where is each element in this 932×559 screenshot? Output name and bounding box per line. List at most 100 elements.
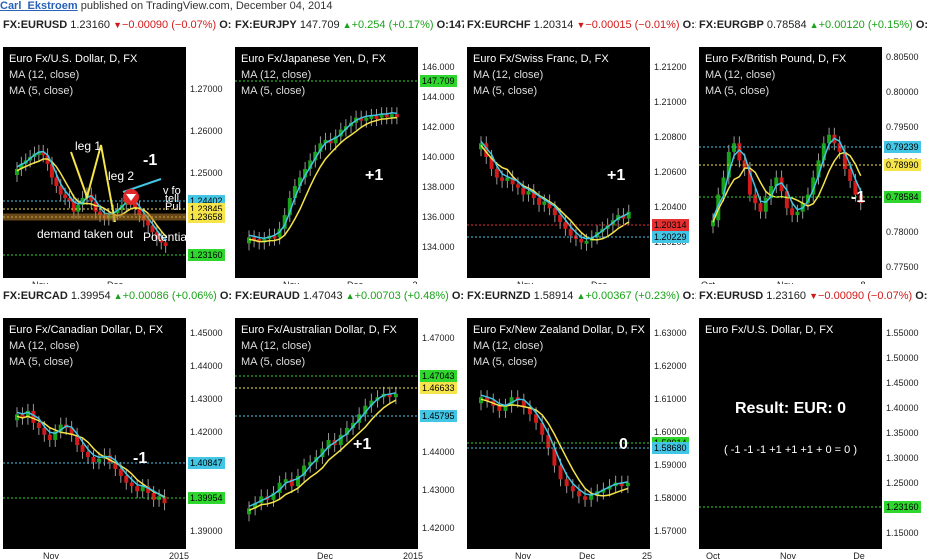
- annotation-clip2: tell: [165, 193, 180, 205]
- candle-body: [287, 198, 292, 216]
- chart-canvas[interactable]: Euro Fx/Swiss Franc, D, FX MA (12, close)…: [467, 47, 650, 278]
- score-label: +1: [365, 167, 384, 184]
- candle-body: [546, 434, 551, 449]
- ma-5-line: [248, 112, 397, 239]
- price-axis[interactable]: 1.470001.460001.450001.440001.430001.420…: [418, 318, 464, 549]
- price-axis[interactable]: 1.270001.260001.250001.240001.230001.244…: [186, 47, 232, 278]
- chart-canvas[interactable]: Euro Fx/Japanese Yen, D, FX MA (12, close…: [235, 47, 418, 278]
- candle-body: [326, 439, 331, 449]
- price-axis[interactable]: 146.000 144.000 142.000 140.000 138.000 136.0…: [418, 47, 464, 278]
- price-tick: 1.44000: [190, 361, 223, 371]
- chart-panel-eurnzd[interactable]: FX:EURNZD 1.58914 ▲+0.00367 (+0.23%) O:1…: [464, 284, 696, 559]
- candle-body: [69, 427, 74, 435]
- chart-canvas[interactable]: Euro Fx/Australian Dollar, D, FX MA (12, …: [235, 318, 418, 549]
- author-link[interactable]: Carl_Ekstroem: [0, 0, 78, 12]
- candle-body: [521, 400, 526, 408]
- price-axis[interactable]: 1.450001.440001.430001.420001.410001.400…: [186, 318, 232, 549]
- chart-title: Euro Fx/New Zealand Dollar, D, FX: [473, 324, 645, 336]
- candle-body: [363, 405, 368, 415]
- price-tick: 1.20600: [654, 167, 687, 177]
- chart-panel-eurgbp[interactable]: FX:EURGBP 0.78584 ▲+0.00120 (+0.15%) O: E…: [696, 13, 928, 288]
- candle-body: [86, 451, 91, 458]
- chart-panel-euraud[interactable]: FX:EURAUD 1.47043 ▲+0.00703 (+0.48%) O:1…: [232, 284, 464, 559]
- candle-body: [527, 407, 532, 415]
- chart-canvas[interactable]: Euro Fx/New Zealand Dollar, D, FX MA (12,…: [467, 318, 650, 549]
- candle-body: [277, 228, 282, 238]
- candle-body: [259, 496, 264, 504]
- candle-body: [774, 177, 779, 187]
- candle-body: [63, 194, 68, 199]
- symbol-name: FX:EURAUD: [235, 290, 300, 302]
- candle-body: [389, 114, 394, 118]
- chart-panel-eurusd[interactable]: FX:EURUSD 1.23160 ▼−0.00090 (−0.07%) O:1…: [0, 13, 232, 288]
- price-tick: 138.000: [422, 182, 455, 192]
- score-label: 0: [619, 436, 628, 453]
- symbol-name: FX:EURCHF: [467, 19, 531, 31]
- price-change: −0.00090: [121, 19, 169, 31]
- candle-body: [503, 405, 508, 411]
- price-tick: 134.000: [422, 242, 455, 252]
- symbol-name: FX:EURUSD: [3, 19, 68, 31]
- chart-canvas[interactable]: Euro Fx/U.S. Dollar, D, FX MA (12, close)…: [3, 47, 186, 278]
- price-change: +0.00703: [354, 290, 401, 302]
- ma-5-label: MA (5, close): [705, 85, 770, 97]
- candle-body: [534, 414, 539, 423]
- price-change: +0.254: [351, 19, 386, 31]
- candle-body: [842, 151, 847, 169]
- chart-title: Euro Fx/U.S. Dollar, D, FX: [705, 324, 834, 336]
- price-tick: 1.60000: [654, 427, 687, 437]
- chart-panel-eurcad[interactable]: FX:EURCAD 1.39954 ▲+0.00086 (+0.06%) O: E…: [0, 284, 232, 559]
- candle-body: [484, 143, 489, 157]
- time-label: 2015: [402, 551, 424, 559]
- price-tick: 1.43000: [422, 485, 455, 495]
- open-value: O:1.: [451, 290, 464, 302]
- symbol-name: FX:EURGBP: [699, 19, 764, 31]
- candle-body: [359, 117, 364, 121]
- down-arrow-icon: ▼: [576, 20, 586, 30]
- candle-body: [31, 410, 36, 423]
- price-plot: [3, 403, 186, 511]
- chart-canvas[interactable]: Euro Fx/U.S. Dollar, D, FX Result: EUR: 0…: [699, 318, 882, 549]
- price-axis[interactable]: 1.55000 1.50000 1.45000 1.40000 1.35000 1.300…: [882, 318, 928, 549]
- candle-body: [790, 208, 795, 216]
- candle-body: [626, 211, 631, 219]
- up-arrow-icon: ▲: [342, 20, 352, 30]
- down-arrow-icon: [126, 194, 136, 201]
- candle-body: [58, 186, 63, 195]
- up-arrow-icon: ▲: [113, 291, 123, 301]
- chart-panel-eurchf[interactable]: FX:EURCHF 1.20314 ▼−0.00015 (−0.01%) O:1…: [464, 13, 696, 288]
- price-tick: 1.59000: [654, 460, 687, 470]
- chart-panel-eurusd[interactable]: FX:EURUSD 1.23160 ▼−0.00090 (−0.07%) O:1…: [696, 284, 928, 559]
- last-price: 147.709: [299, 19, 340, 31]
- chart-canvas[interactable]: Euro Fx/Canadian Dollar, D, FX MA (12, cl…: [3, 318, 186, 549]
- price-axis[interactable]: 0.805000.800000.795000.790000.785000.780…: [882, 47, 928, 278]
- percent-change: (−0.01%): [634, 19, 680, 31]
- chart-title: Euro Fx/Australian Dollar, D, FX: [241, 324, 397, 336]
- chart-title: Euro Fx/U.S. Dollar, D, FX: [9, 53, 138, 65]
- price-tag: 1.23160: [884, 501, 921, 513]
- candle-body: [282, 215, 287, 229]
- chart-canvas[interactable]: Euro Fx/British Pound, D, FX MA (12, clos…: [699, 47, 882, 278]
- ma-12-label: MA (12, close): [241, 69, 312, 81]
- publish-header: Carl_Ekstroem published on TradingView.c…: [0, 0, 932, 12]
- candle-body: [732, 143, 737, 152]
- price-tick: 1.21200: [654, 62, 687, 72]
- price-axis[interactable]: 1.21200 1.21000 1.20800 1.20600 1.20400 1.202…: [650, 47, 696, 278]
- candle-body: [625, 482, 630, 487]
- chart-panel-eurjpy[interactable]: FX:EURJPY 147.709 ▲+0.254 (+0.17%) O:147…: [232, 13, 464, 288]
- up-arrow-icon: ▲: [345, 291, 355, 301]
- chart-title: Euro Fx/Canadian Dollar, D, FX: [9, 324, 164, 336]
- percent-change: (+0.17%): [388, 19, 434, 31]
- annotation-demand: demand taken out: [37, 227, 134, 241]
- ma-5-line: [16, 150, 167, 241]
- price-tick: 1.42000: [190, 427, 223, 437]
- price-axis[interactable]: 1.63000 1.62000 1.61000 1.60000 1.59000 1.580…: [650, 318, 696, 549]
- ma-5-label: MA (5, close): [9, 356, 74, 368]
- candle-body: [277, 482, 282, 493]
- candle-body: [283, 479, 288, 483]
- candle-body: [795, 211, 800, 216]
- price-tick: 1.43000: [190, 394, 223, 404]
- candle-body: [716, 194, 721, 221]
- candle-body: [364, 117, 369, 121]
- ma-12-label: MA (12, close): [473, 69, 544, 81]
